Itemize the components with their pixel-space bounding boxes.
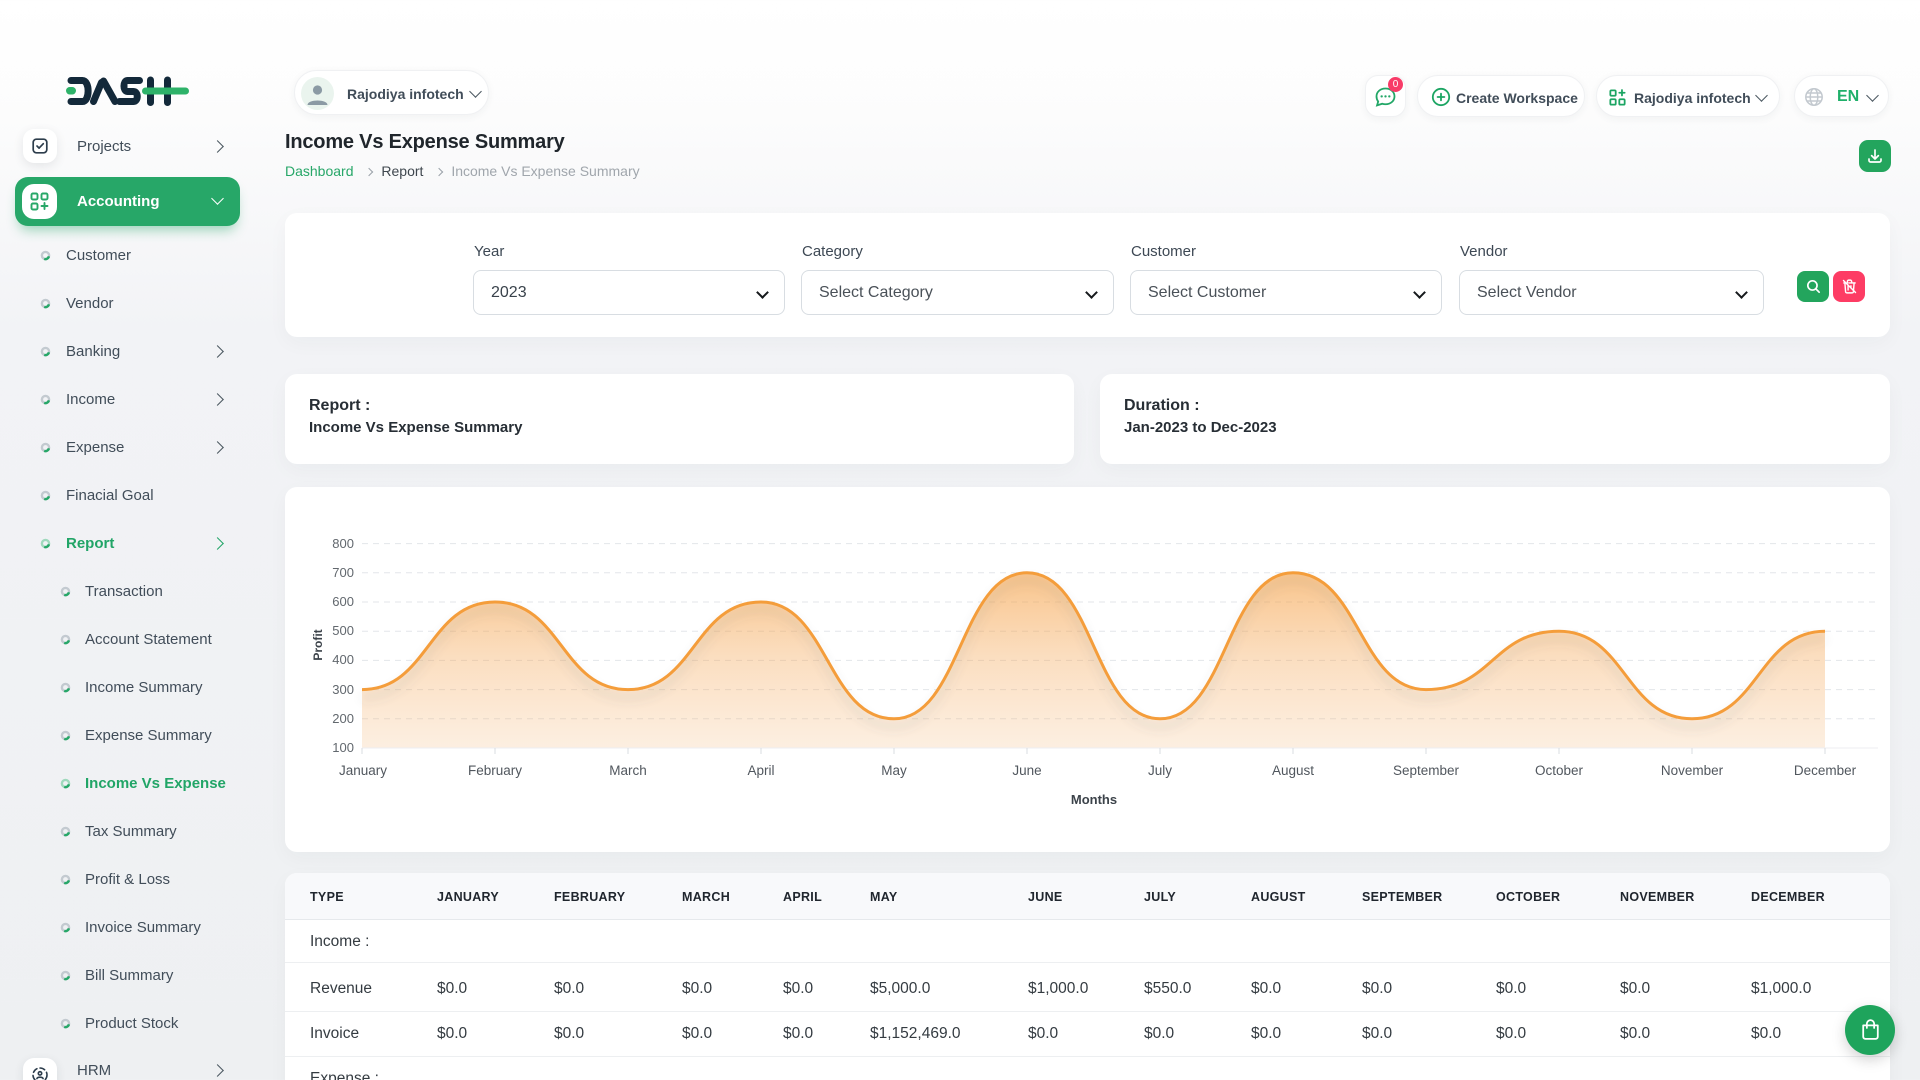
svg-text:400: 400: [332, 652, 354, 667]
svg-text:May: May: [881, 763, 907, 778]
svg-text:December: December: [1794, 763, 1857, 778]
svg-text:700: 700: [332, 565, 354, 580]
svg-text:August: August: [1272, 763, 1314, 778]
svg-text:800: 800: [332, 536, 354, 551]
svg-text:January: January: [339, 763, 387, 778]
svg-text:200: 200: [332, 711, 354, 726]
svg-text:March: March: [609, 763, 647, 778]
svg-text:February: February: [468, 763, 522, 778]
svg-text:September: September: [1393, 763, 1460, 778]
svg-text:April: April: [747, 763, 774, 778]
svg-text:600: 600: [332, 594, 354, 609]
svg-text:July: July: [1148, 763, 1172, 778]
svg-text:October: October: [1535, 763, 1584, 778]
svg-text:Months: Months: [1071, 792, 1117, 807]
svg-text:300: 300: [332, 682, 354, 697]
svg-text:November: November: [1661, 763, 1724, 778]
svg-text:Profit: Profit: [311, 629, 325, 660]
svg-text:100: 100: [332, 740, 354, 755]
svg-text:June: June: [1012, 763, 1041, 778]
svg-text:500: 500: [332, 623, 354, 638]
